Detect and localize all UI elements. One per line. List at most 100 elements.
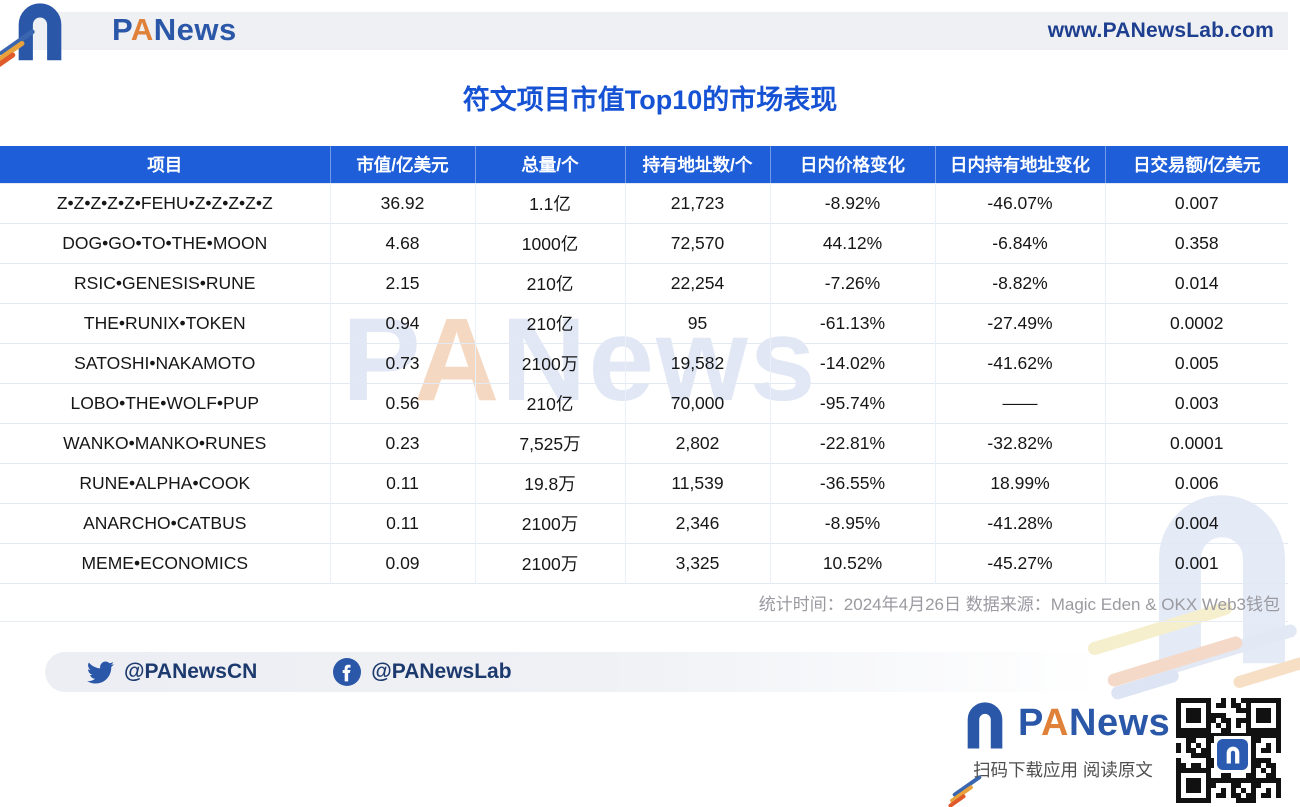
table-cell: 3,325 [624,542,770,583]
table-cell: 0.11 [329,502,475,543]
table-cell: -32.82% [934,422,1105,463]
column-header: 日内价格变化 [769,146,935,183]
table-cell: 0.014 [1104,262,1288,303]
market-table: 项目 市值/亿美元 总量/个 持有地址数/个 日内价格变化 日内持有地址变化 日交易额/亿美… [0,146,1288,622]
table-cell: 1.1亿 [474,182,625,223]
table-cell: -41.28% [934,502,1105,543]
table-cell: 0.0002 [1104,302,1288,343]
table-row: LOBO•THE•WOLF•PUP 0.56 210亿 70,000 -95.74% ——… [0,382,1288,423]
table-cell: 0.006 [1104,462,1288,503]
footer-brand-wordmark: PANews [1018,702,1171,744]
table-cell: DOG•GO•TO•THE•MOON [0,222,330,263]
table-cell: 0.003 [1104,382,1288,423]
table-row: RSIC•GENESIS•RUNE 2.15 210亿 22,254 -7.26% -8.… [0,262,1288,303]
table-cell: 70,000 [624,382,770,423]
table-cell: 2.15 [329,262,475,303]
footer-caption: 扫码下载应用 阅读原文 [973,760,1153,780]
facebook-icon[interactable] [333,658,362,686]
brand-wordmark: PANews [112,12,237,47]
site-url-link[interactable]: www.PANewsLab.com [1047,19,1274,42]
table-cell: -41.62% [934,342,1105,383]
column-header: 持有地址数/个 [624,146,770,183]
column-header: 市值/亿美元 [329,146,475,183]
table-cell: SATOSHI•NAKAMOTO [0,342,330,383]
table-cell: 7,525万 [474,422,625,463]
table-cell: MEME•ECONOMICS [0,542,330,583]
table-cell: -8.92% [769,182,935,223]
table-cell: LOBO•THE•WOLF•PUP [0,382,330,423]
table-cell: THE•RUNIX•TOKEN [0,302,330,343]
table-cell: 72,570 [624,222,770,263]
table-cell: 95 [624,302,770,343]
table-cell: 36.92 [329,182,475,223]
table-cell: 19,582 [624,342,770,383]
table-cell: 1000亿 [474,222,625,263]
table-cell: 18.99% [934,462,1105,503]
table-cell: ANARCHO•CATBUS [0,502,330,543]
table-cell: 0.004 [1104,502,1288,543]
table-cell: 0.0001 [1104,422,1288,463]
table-cell: 0.23 [329,422,475,463]
table-row: MEME•ECONOMICS 0.09 2100万 3,325 10.52% -45.27… [0,542,1288,583]
table-cell: -46.07% [934,182,1105,223]
table-cell: RSIC•GENESIS•RUNE [0,262,330,303]
column-header: 项目 [0,146,330,183]
facebook-handle[interactable]: @PANewsLab [371,660,512,683]
table-cell: 10.52% [769,542,935,583]
panews-arch-icon [967,702,1003,749]
table-cell: RUNE•ALPHA•COOK [0,462,330,503]
twitter-icon[interactable] [87,659,114,686]
table-note: 统计时间：2024年4月26日 数据来源：Magic Eden & OKX We… [0,582,1288,622]
table-cell: 22,254 [624,262,770,303]
column-header: 日交易额/亿美元 [1104,146,1288,183]
table-row: THE•RUNIX•TOKEN 0.94 210亿 95 -61.13% -27.49% 0… [0,302,1288,343]
table-cell: -14.02% [769,342,935,383]
table-cell: 210亿 [474,302,625,343]
table-cell: Z•Z•Z•Z•Z•FEHU•Z•Z•Z•Z•Z [0,182,330,223]
page-title: 符文项目市值Top10的市场表现 [462,85,838,115]
table-cell: 0.56 [329,382,475,423]
table-cell: 0.005 [1104,342,1288,383]
table-row: RUNE•ALPHA•COOK 0.11 19.8万 11,539 -36.55% 18.… [0,462,1288,503]
panews-arch-icon [1226,746,1239,764]
table-row: DOG•GO•TO•THE•MOON 4.68 1000亿 72,570 44.12% -… [0,222,1288,263]
table-cell: 0.09 [329,542,475,583]
column-header: 总量/个 [474,146,625,183]
brand-logo [0,0,72,70]
table-cell: -95.74% [769,382,935,423]
top-bar: www.PANewsLab.com [30,12,1288,50]
table-cell: -7.26% [769,262,935,303]
table-header-row: 项目 市值/亿美元 总量/个 持有地址数/个 日内价格变化 日内持有地址变化 日交易额/亿美… [0,146,1288,183]
table-cell: 21,723 [624,182,770,223]
table-cell: 4.68 [329,222,475,263]
table-cell: -8.95% [769,502,935,543]
table-cell: 2100万 [474,502,625,543]
table-cell: -61.13% [769,302,935,343]
table-cell: 210亿 [474,262,625,303]
table-cell: 0.007 [1104,182,1288,223]
table-cell: -36.55% [769,462,935,503]
table-cell: 2,346 [624,502,770,543]
table-cell: -45.27% [934,542,1105,583]
column-header: 日内持有地址变化 [934,146,1105,183]
social-bar: @PANewsCN @PANewsLab [45,652,1288,692]
table-body: Z•Z•Z•Z•Z•FEHU•Z•Z•Z•Z•Z 36.92 1.1亿 21,723-… [0,182,1288,622]
table-cell: 2,802 [624,422,770,463]
table-cell: 19.8万 [474,462,625,503]
twitter-handle[interactable]: @PANewsCN [124,660,258,683]
qr-code [1172,694,1285,807]
table-cell: WANKO•MANKO•RUNES [0,422,330,463]
table-cell: 0.73 [329,342,475,383]
qr-center-logo [1214,736,1251,773]
table-cell: -8.82% [934,262,1105,303]
table-row: SATOSHI•NAKAMOTO 0.73 2100万 19,582 -14.02% -4… [0,342,1288,383]
table-cell: -27.49% [934,302,1105,343]
footer-brand-logo [947,698,1010,807]
table-cell: 210亿 [474,382,625,423]
table-cell: —— [934,382,1105,423]
table-cell: 0.358 [1104,222,1288,263]
table-row: Z•Z•Z•Z•Z•FEHU•Z•Z•Z•Z•Z 36.92 1.1亿 21,723-… [0,182,1288,223]
table-cell: 0.11 [329,462,475,503]
table-cell: 2100万 [474,342,625,383]
